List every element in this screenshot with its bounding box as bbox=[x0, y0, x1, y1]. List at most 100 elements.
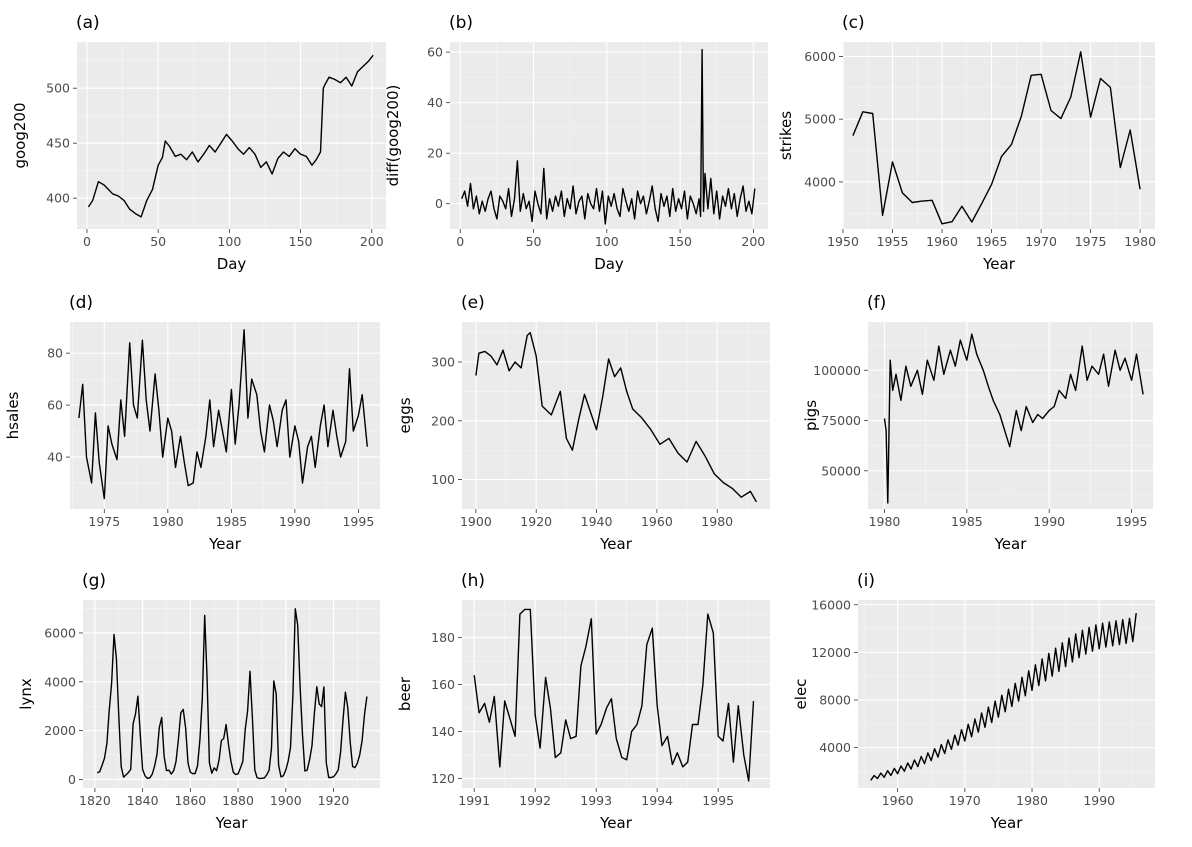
y-tick-label: 200 bbox=[431, 413, 455, 428]
x-axis-title: Year bbox=[208, 535, 242, 553]
x-tick-label: 1955 bbox=[877, 234, 909, 249]
x-tick-label: 100 bbox=[217, 234, 241, 249]
series-line-eggs bbox=[475, 331, 758, 503]
chart-panel: 1960 1970 1980 1990 4000 8000 12000 16000 Year el… bbox=[792, 571, 1155, 832]
series-line-strikes bbox=[852, 51, 1141, 225]
series-line-beer bbox=[473, 608, 755, 782]
y-axis-title: eggs bbox=[396, 397, 414, 433]
series-line-diff(goog200) bbox=[461, 48, 756, 225]
x-tick-label: 1950 bbox=[827, 234, 859, 249]
x-tick-label: 1980 bbox=[1016, 793, 1048, 808]
y-tick-label: 0 bbox=[435, 196, 443, 211]
x-tick-label: 1820 bbox=[79, 793, 111, 808]
panel-tag: (c) bbox=[842, 13, 865, 33]
x-tick-label: 1965 bbox=[976, 234, 1008, 249]
y-tick-label: 8000 bbox=[819, 692, 851, 707]
x-tick-label: 1980 bbox=[152, 514, 184, 529]
x-tick-label: 50 bbox=[150, 234, 166, 249]
x-tick-label: 1990 bbox=[1083, 793, 1115, 808]
x-axis-title: Day bbox=[217, 255, 247, 273]
y-tick-label: 40 bbox=[47, 450, 63, 465]
x-tick-label: 1970 bbox=[949, 793, 981, 808]
x-tick-label: 50 bbox=[526, 234, 542, 249]
x-tick-label: 150 bbox=[289, 234, 313, 249]
x-tick-label: 1985 bbox=[215, 514, 247, 529]
x-tick-label: 1860 bbox=[174, 793, 206, 808]
panel-tag: (g) bbox=[82, 571, 106, 591]
panel-background bbox=[858, 600, 1155, 788]
y-tick-label: 180 bbox=[431, 630, 455, 645]
x-tick-label: 1880 bbox=[222, 793, 254, 808]
x-tick-label: 1900 bbox=[460, 514, 492, 529]
x-tick-label: 1980 bbox=[869, 514, 901, 529]
chart-panel: 1980 1985 1990 1995 50000 75000 100000 Year pigs… bbox=[802, 293, 1153, 553]
y-tick-label: 400 bbox=[46, 191, 70, 206]
panel-background bbox=[77, 42, 386, 229]
x-axis-title: Year bbox=[215, 814, 249, 832]
series-line-hsales bbox=[78, 329, 368, 500]
x-tick-label: 0 bbox=[83, 234, 91, 249]
x-axis-title: Year bbox=[994, 535, 1028, 553]
panel-tag: (b) bbox=[449, 13, 473, 33]
y-tick-label: 500 bbox=[46, 81, 70, 96]
panel-background bbox=[843, 42, 1155, 229]
series-line-lynx bbox=[96, 608, 368, 780]
y-tick-label: 4000 bbox=[819, 740, 851, 755]
panel-background bbox=[462, 600, 770, 788]
x-axis-title: Year bbox=[599, 814, 633, 832]
y-tick-label: 12000 bbox=[811, 645, 851, 660]
x-tick-label: 0 bbox=[456, 234, 464, 249]
y-axis-title: beer bbox=[396, 676, 414, 711]
panel-background bbox=[868, 322, 1153, 509]
y-tick-label: 450 bbox=[46, 136, 70, 151]
panel-background bbox=[83, 600, 380, 788]
y-tick-label: 100000 bbox=[813, 363, 861, 378]
x-tick-label: 1980 bbox=[1124, 234, 1156, 249]
x-tick-label: 100 bbox=[595, 234, 619, 249]
x-tick-label: 1995 bbox=[702, 793, 734, 808]
y-axis-title: strikes bbox=[777, 111, 795, 160]
y-tick-label: 300 bbox=[431, 354, 455, 369]
x-tick-label: 1975 bbox=[1075, 234, 1107, 249]
x-tick-label: 200 bbox=[360, 234, 384, 249]
y-axis-title: hsales bbox=[4, 391, 22, 439]
panel-tag: (i) bbox=[857, 571, 875, 591]
chart-panel: 1950 1955 1960 1965 1970 1975 1980 4000 5000 6000… bbox=[777, 13, 1156, 273]
y-tick-label: 80 bbox=[47, 346, 63, 361]
x-tick-label: 1940 bbox=[581, 514, 613, 529]
y-tick-label: 140 bbox=[431, 724, 455, 739]
chart-panel: 0 50 100 150 200 0 20 40 60 Day diff(goog200) (b) bbox=[384, 13, 768, 273]
series-line-pigs bbox=[883, 333, 1144, 504]
panel-tag: (f) bbox=[867, 293, 886, 313]
x-tick-label: 1900 bbox=[270, 793, 302, 808]
y-tick-label: 16000 bbox=[811, 597, 851, 612]
chart-panel: 1991 1992 1993 1994 1995 120 140 160 180 Year beer… bbox=[396, 571, 770, 832]
x-tick-label: 1960 bbox=[882, 793, 914, 808]
y-tick-label: 4000 bbox=[804, 174, 836, 189]
y-tick-label: 160 bbox=[431, 677, 455, 692]
chart-panel: 0 50 100 150 200 400 450 500 Day goog200 (a) bbox=[11, 13, 386, 273]
y-tick-label: 50000 bbox=[821, 463, 861, 478]
x-tick-label: 200 bbox=[741, 234, 765, 249]
chart-panel: 1900 1920 1940 1960 1980 100 200 300 Year eggs (e) bbox=[396, 293, 770, 553]
series-line-goog200 bbox=[87, 54, 374, 218]
y-axis-title: pigs bbox=[802, 400, 820, 431]
x-tick-label: 1960 bbox=[641, 514, 673, 529]
x-tick-label: 1920 bbox=[520, 514, 552, 529]
x-tick-label: 1994 bbox=[641, 793, 673, 808]
y-tick-label: 60 bbox=[47, 398, 63, 413]
panel-tag: (h) bbox=[461, 571, 485, 591]
chart-panel: 1975 1980 1985 1990 1995 40 60 80 Year hsales (d) bbox=[4, 293, 380, 553]
x-tick-label: 150 bbox=[668, 234, 692, 249]
series-line-elec bbox=[870, 613, 1137, 781]
x-tick-label: 1995 bbox=[1116, 514, 1148, 529]
y-axis-title: elec bbox=[792, 679, 810, 710]
y-tick-label: 4000 bbox=[44, 674, 76, 689]
y-tick-label: 6000 bbox=[44, 625, 76, 640]
y-tick-label: 2000 bbox=[44, 723, 76, 738]
y-axis-title: lynx bbox=[17, 678, 35, 710]
x-axis-title: Year bbox=[599, 535, 633, 553]
y-tick-label: 120 bbox=[431, 771, 455, 786]
x-axis-title: Day bbox=[594, 255, 624, 273]
